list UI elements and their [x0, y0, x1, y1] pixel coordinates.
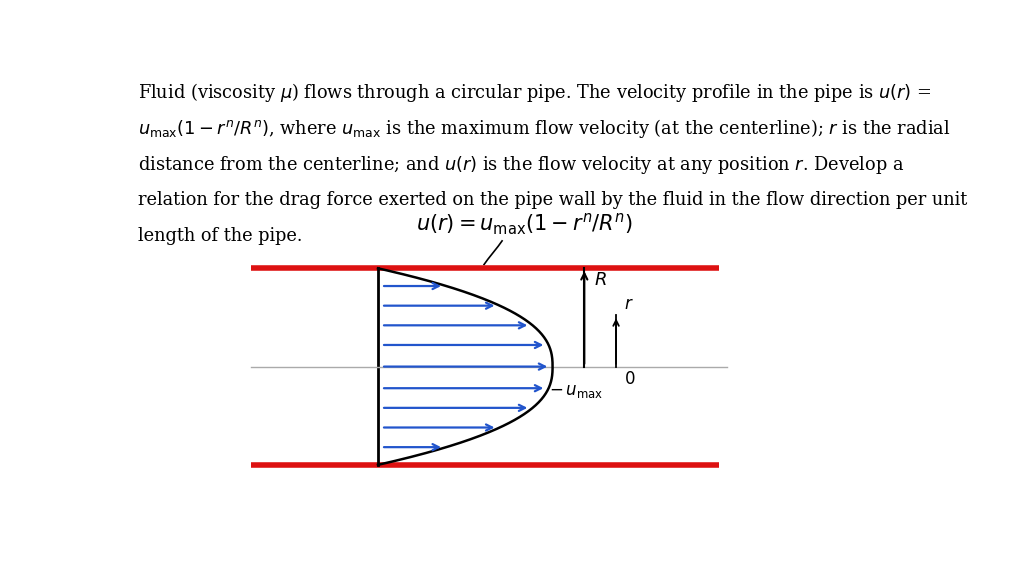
Text: $R$: $R$ — [594, 270, 606, 289]
Text: $r$: $r$ — [624, 296, 634, 313]
Text: $0$: $0$ — [624, 371, 636, 388]
Text: distance from the centerline; and $u(r)$ is the flow velocity at any position $r: distance from the centerline; and $u(r)$… — [137, 154, 904, 176]
Text: Fluid (viscosity $\mu$) flows through a circular pipe. The velocity profile in t: Fluid (viscosity $\mu$) flows through a … — [137, 81, 931, 104]
Text: $-\,u_\mathrm{max}$: $-\,u_\mathrm{max}$ — [549, 383, 603, 400]
Text: $u(r) = u_\mathrm{max}(1 - r^n/R^n)$: $u(r) = u_\mathrm{max}(1 - r^n/R^n)$ — [416, 212, 634, 237]
Text: relation for the drag force exerted on the pipe wall by the fluid in the flow di: relation for the drag force exerted on t… — [137, 191, 967, 209]
Text: $u_\mathrm{max}(1 - r^n/R^n)$, where $u_\mathrm{max}$ is the maximum flow veloci: $u_\mathrm{max}(1 - r^n/R^n)$, where $u_… — [137, 117, 950, 140]
Text: length of the pipe.: length of the pipe. — [137, 227, 302, 245]
